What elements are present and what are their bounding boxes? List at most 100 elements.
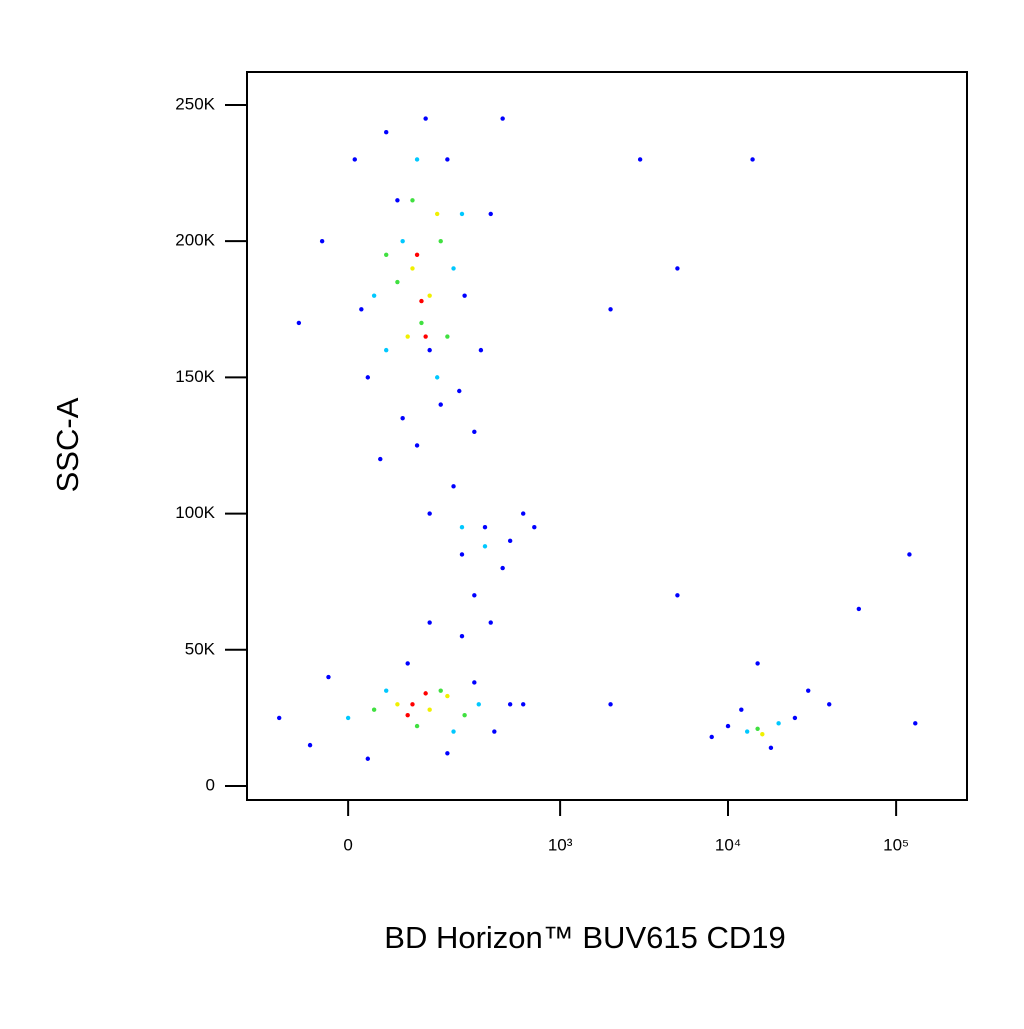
point bbox=[806, 688, 811, 693]
point bbox=[445, 334, 450, 339]
point bbox=[434, 375, 440, 380]
point bbox=[451, 484, 456, 489]
point bbox=[750, 157, 755, 162]
point bbox=[488, 620, 493, 625]
point bbox=[913, 721, 918, 726]
point bbox=[427, 511, 432, 516]
point bbox=[365, 375, 371, 380]
point bbox=[405, 334, 410, 339]
point bbox=[608, 307, 613, 312]
point bbox=[352, 157, 357, 162]
point bbox=[419, 320, 424, 326]
point bbox=[419, 298, 424, 304]
point bbox=[521, 511, 526, 516]
point bbox=[423, 116, 428, 121]
point bbox=[792, 715, 798, 721]
point bbox=[423, 691, 428, 696]
point bbox=[709, 734, 714, 740]
point bbox=[405, 661, 410, 666]
point bbox=[459, 525, 465, 530]
point bbox=[675, 593, 680, 598]
point bbox=[459, 211, 465, 217]
point bbox=[410, 266, 415, 271]
point bbox=[856, 606, 862, 612]
point bbox=[755, 661, 760, 666]
point bbox=[521, 702, 526, 707]
y-tick-label: 0 bbox=[206, 775, 215, 794]
point bbox=[326, 674, 331, 680]
point bbox=[438, 688, 443, 693]
point bbox=[434, 211, 440, 217]
point bbox=[345, 715, 351, 721]
point bbox=[532, 525, 537, 530]
x-tick-label: 10³ bbox=[548, 835, 573, 854]
point bbox=[507, 538, 513, 544]
point bbox=[488, 211, 493, 217]
point bbox=[384, 688, 389, 693]
x-tick-label: 10⁵ bbox=[883, 835, 909, 854]
point bbox=[276, 715, 282, 721]
y-tick-label: 150K bbox=[175, 367, 215, 386]
point bbox=[482, 525, 488, 530]
point bbox=[296, 320, 302, 326]
y-tick-label: 250K bbox=[175, 94, 215, 113]
point bbox=[378, 456, 383, 462]
point bbox=[507, 702, 513, 707]
point bbox=[427, 293, 432, 298]
y-axis-label: SSC-A bbox=[50, 397, 85, 492]
point bbox=[395, 702, 400, 707]
x-tick-label: 10⁴ bbox=[715, 835, 741, 854]
x-tick-label: 0 bbox=[343, 835, 352, 854]
point bbox=[500, 565, 505, 571]
point bbox=[427, 620, 432, 625]
point bbox=[414, 443, 420, 448]
point bbox=[675, 266, 680, 271]
point bbox=[438, 402, 443, 407]
point bbox=[451, 266, 456, 271]
point bbox=[410, 702, 415, 707]
point bbox=[395, 198, 400, 203]
point bbox=[451, 729, 456, 734]
point bbox=[755, 726, 760, 731]
point bbox=[637, 157, 643, 162]
point bbox=[438, 238, 443, 244]
point bbox=[427, 707, 432, 712]
point bbox=[414, 723, 420, 729]
point bbox=[492, 729, 497, 734]
x-axis-label: BD Horizon™ BUV615 CD19 bbox=[384, 920, 785, 955]
point bbox=[427, 347, 432, 353]
plot-frame bbox=[246, 71, 968, 801]
y-tick-label: 50K bbox=[185, 639, 216, 658]
point bbox=[400, 238, 405, 244]
point bbox=[359, 307, 364, 312]
point bbox=[371, 293, 377, 298]
point bbox=[445, 751, 450, 756]
point bbox=[459, 633, 465, 639]
point bbox=[414, 157, 420, 162]
point bbox=[457, 388, 462, 394]
point bbox=[744, 729, 750, 734]
point bbox=[608, 702, 613, 707]
point bbox=[384, 130, 389, 135]
point bbox=[476, 702, 481, 707]
point bbox=[365, 756, 371, 761]
point bbox=[414, 252, 420, 257]
point bbox=[462, 712, 467, 718]
point bbox=[500, 116, 505, 121]
point bbox=[395, 279, 400, 285]
point bbox=[384, 252, 389, 257]
point bbox=[459, 552, 465, 557]
point bbox=[478, 347, 484, 353]
point bbox=[319, 238, 325, 244]
point bbox=[827, 702, 832, 707]
point bbox=[472, 593, 477, 598]
point bbox=[410, 198, 415, 203]
point bbox=[423, 334, 428, 339]
point bbox=[445, 693, 450, 699]
point bbox=[462, 293, 467, 298]
point bbox=[768, 745, 774, 751]
point bbox=[760, 732, 765, 737]
y-tick-label: 200K bbox=[175, 231, 215, 250]
